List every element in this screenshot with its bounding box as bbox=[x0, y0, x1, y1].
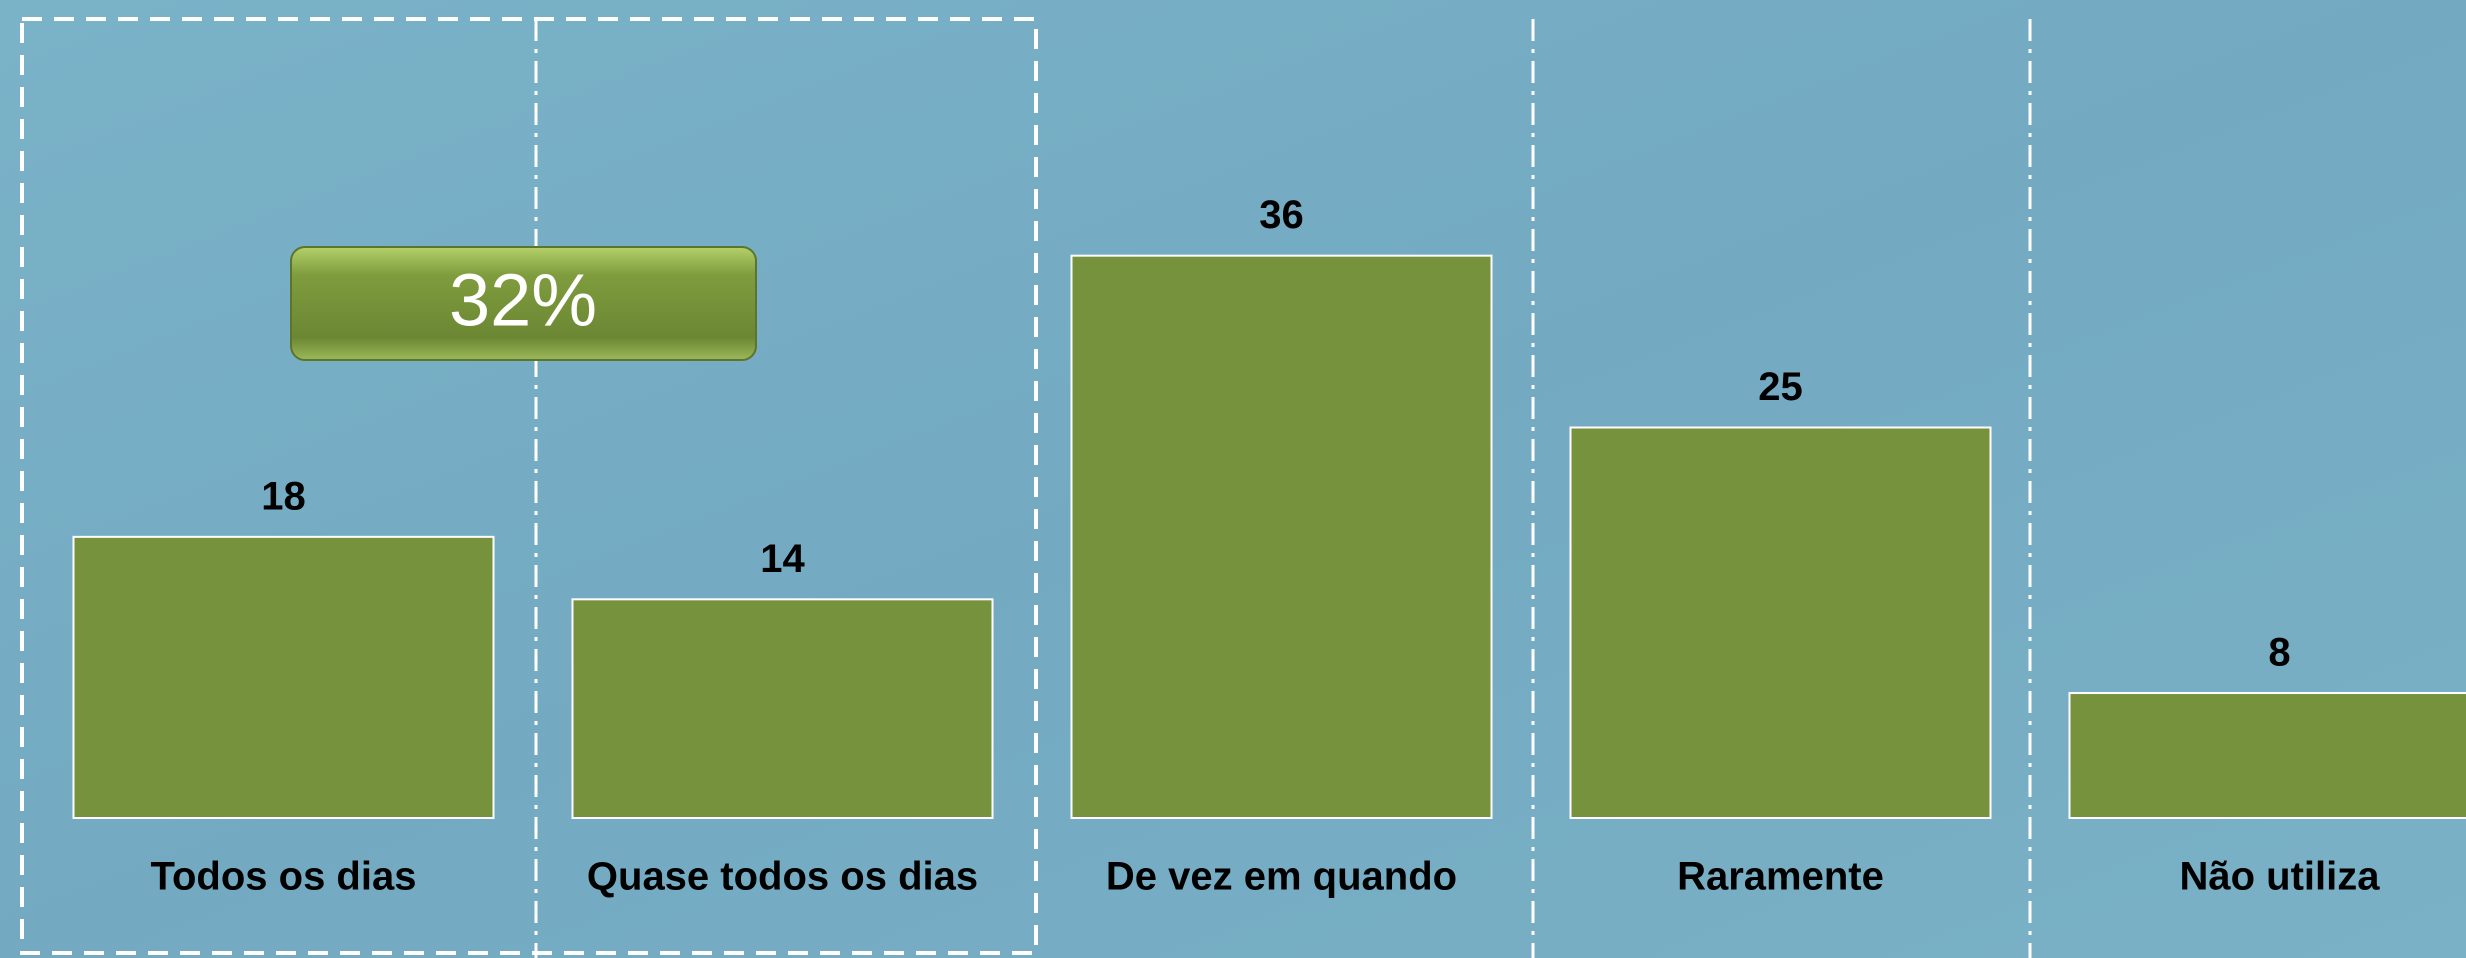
bar bbox=[72, 535, 495, 820]
data-label: 25 bbox=[1758, 365, 1803, 409]
x-tick-label: Quase todos os dias bbox=[587, 855, 978, 899]
data-label: 14 bbox=[760, 537, 805, 581]
x-tick-label: De vez em quando bbox=[1106, 855, 1457, 899]
data-label: 8 bbox=[2268, 631, 2290, 675]
data-label: 18 bbox=[261, 474, 306, 518]
annotation-background bbox=[290, 246, 757, 361]
bar bbox=[1070, 254, 1493, 819]
bar bbox=[1569, 426, 1992, 819]
x-tick-label: Raramente bbox=[1677, 855, 1884, 899]
annotation-text: 32% bbox=[449, 259, 597, 342]
dividers bbox=[20, 17, 2032, 958]
highlight-frame bbox=[20, 17, 1038, 955]
x-tick-label: Não utiliza bbox=[2179, 855, 2380, 899]
x-tick-label: Todos os dias bbox=[151, 855, 417, 899]
bar bbox=[2068, 692, 2466, 819]
data-label: 36 bbox=[1259, 193, 1304, 237]
bar bbox=[571, 598, 994, 819]
annotation-box: 32% bbox=[290, 246, 757, 361]
